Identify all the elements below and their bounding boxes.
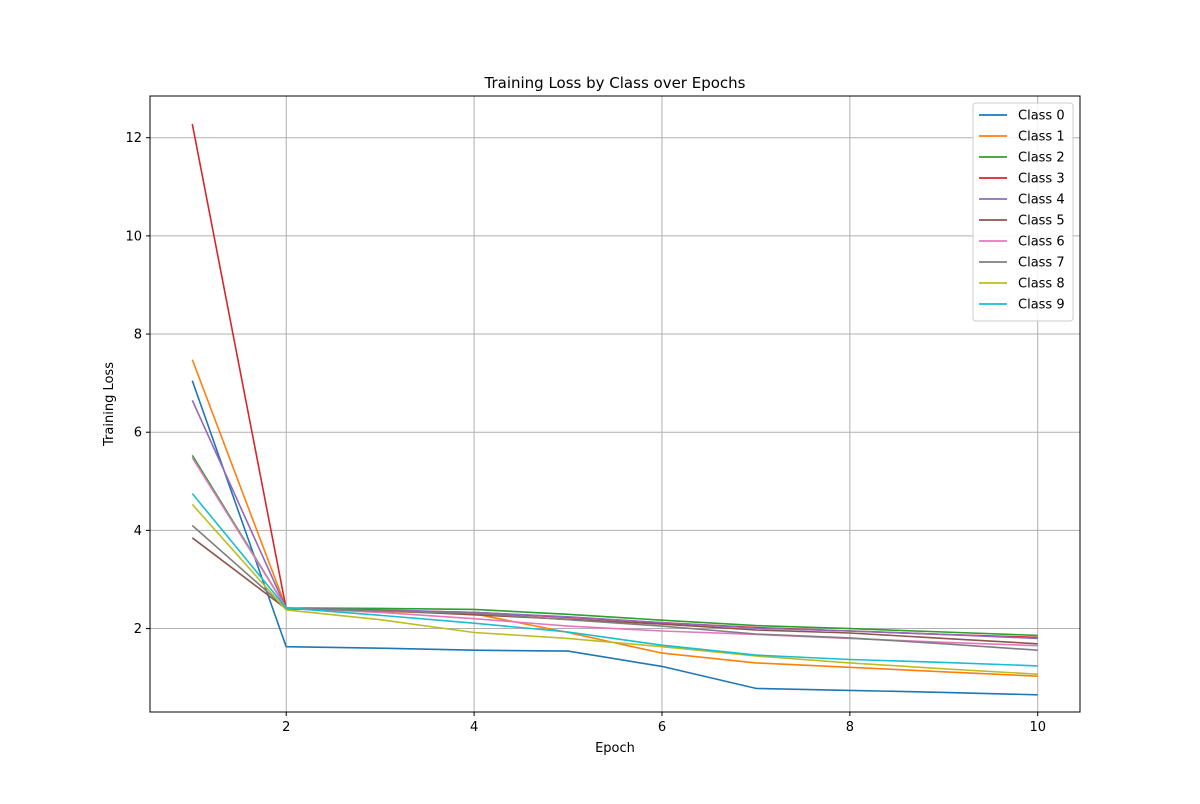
y-tick-label: 4 xyxy=(134,524,142,539)
legend-label: Class 2 xyxy=(1018,151,1065,166)
legend-label: Class 4 xyxy=(1018,193,1065,208)
x-tick-label: 10 xyxy=(1029,720,1046,735)
y-axis-label: Training Loss xyxy=(102,362,117,447)
y-tick-label: 10 xyxy=(125,229,142,244)
legend-label: Class 3 xyxy=(1018,172,1065,187)
legend-label: Class 7 xyxy=(1018,256,1065,271)
series-line-class-7 xyxy=(191,524,1038,651)
legend-label: Class 1 xyxy=(1018,130,1065,145)
x-tick-label: 6 xyxy=(658,720,666,735)
legend-label: Class 8 xyxy=(1018,277,1065,292)
chart-title: Training Loss by Class over Epochs xyxy=(484,74,746,92)
y-tick-label: 12 xyxy=(125,131,142,146)
legend-label: Class 0 xyxy=(1018,109,1065,124)
series-line-class-8 xyxy=(191,503,1038,675)
y-tick-label: 8 xyxy=(134,328,142,343)
legend-label: Class 5 xyxy=(1018,214,1065,229)
series-line-class-0 xyxy=(191,380,1038,696)
x-tick-label: 8 xyxy=(846,720,854,735)
y-tick-label: 2 xyxy=(134,622,142,637)
legend: Class 0 Class 1 Class 2 Class 3 Class 4 Class… xyxy=(972,102,1074,322)
series-line-class-2 xyxy=(191,454,1038,637)
series-lines xyxy=(191,123,1038,696)
axis-ticks: 2 4 6 8 10 2 4 6 8 10 12 xyxy=(125,131,1046,735)
series-line-class-9 xyxy=(191,493,1038,667)
x-axis-label: Epoch xyxy=(595,741,635,756)
legend-label: Class 6 xyxy=(1018,235,1065,250)
y-tick-label: 6 xyxy=(134,426,142,441)
x-tick-label: 4 xyxy=(470,720,478,735)
plot-frame xyxy=(149,95,1081,713)
x-tick-label: 2 xyxy=(282,720,290,735)
legend-label: Class 9 xyxy=(1018,298,1065,313)
